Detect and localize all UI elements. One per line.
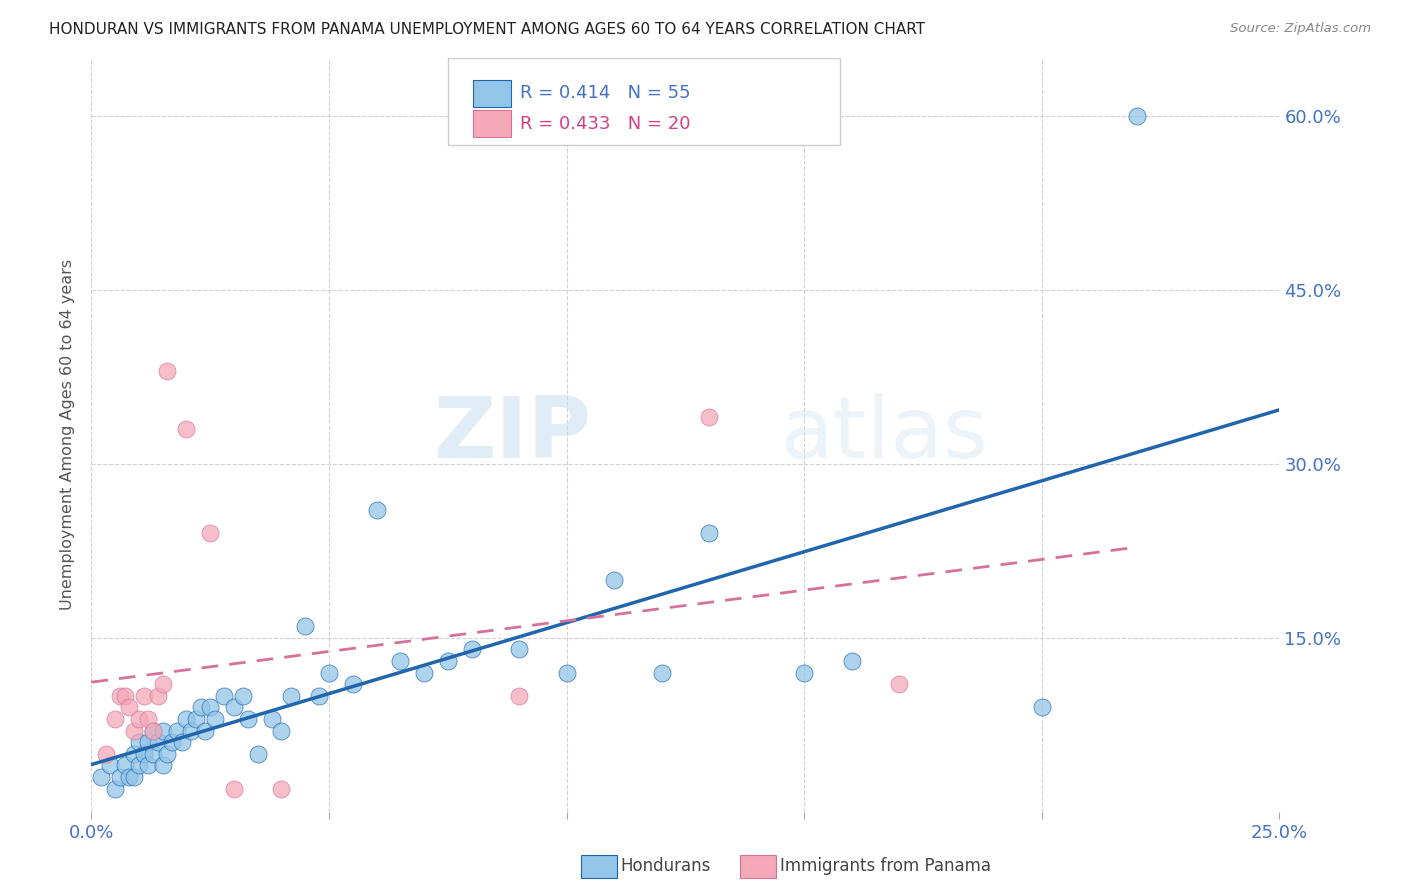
Point xyxy=(280,689,302,703)
Point xyxy=(142,747,165,761)
Point xyxy=(184,712,207,726)
Point xyxy=(697,410,720,425)
Point xyxy=(200,700,222,714)
Point xyxy=(555,665,578,680)
Text: atlas: atlas xyxy=(780,393,988,476)
Point xyxy=(232,689,254,703)
Point xyxy=(104,781,127,796)
Point xyxy=(246,747,269,761)
Point xyxy=(508,642,530,657)
Point xyxy=(222,700,245,714)
Point xyxy=(194,723,217,738)
Point xyxy=(366,503,388,517)
Point xyxy=(104,712,127,726)
Point xyxy=(238,712,260,726)
Point xyxy=(460,642,482,657)
Point xyxy=(308,689,330,703)
Point xyxy=(603,573,626,587)
Point xyxy=(436,654,458,668)
Point xyxy=(118,700,141,714)
Text: R = 0.414   N = 55: R = 0.414 N = 55 xyxy=(520,85,690,103)
Point xyxy=(152,677,174,691)
Point xyxy=(318,665,340,680)
Point xyxy=(152,723,174,738)
Point xyxy=(793,665,815,680)
Point xyxy=(114,689,136,703)
Point xyxy=(200,526,222,541)
Point xyxy=(389,654,412,668)
Point xyxy=(108,770,131,784)
Point xyxy=(122,770,145,784)
Point xyxy=(342,677,364,691)
Point xyxy=(156,747,179,761)
Point xyxy=(90,770,112,784)
Point xyxy=(413,665,436,680)
FancyBboxPatch shape xyxy=(447,58,839,145)
Point xyxy=(132,689,155,703)
Point xyxy=(118,770,141,784)
Point xyxy=(270,781,292,796)
Text: ZIP: ZIP xyxy=(433,393,591,476)
Point xyxy=(114,758,136,772)
Text: Source: ZipAtlas.com: Source: ZipAtlas.com xyxy=(1230,22,1371,36)
Point xyxy=(128,758,150,772)
Point xyxy=(152,758,174,772)
Point xyxy=(260,712,283,726)
Text: Immigrants from Panama: Immigrants from Panama xyxy=(780,857,991,875)
Point xyxy=(100,758,122,772)
Point xyxy=(176,712,198,726)
Text: R = 0.433   N = 20: R = 0.433 N = 20 xyxy=(520,114,690,133)
Point xyxy=(841,654,863,668)
Point xyxy=(94,747,117,761)
Point xyxy=(176,422,198,436)
Y-axis label: Unemployment Among Ages 60 to 64 years: Unemployment Among Ages 60 to 64 years xyxy=(60,260,76,610)
Text: Hondurans: Hondurans xyxy=(620,857,710,875)
Point xyxy=(889,677,911,691)
Point xyxy=(294,619,316,633)
Text: HONDURAN VS IMMIGRANTS FROM PANAMA UNEMPLOYMENT AMONG AGES 60 TO 64 YEARS CORREL: HONDURAN VS IMMIGRANTS FROM PANAMA UNEMP… xyxy=(49,22,925,37)
Point xyxy=(651,665,673,680)
Point xyxy=(142,723,165,738)
Point xyxy=(170,735,193,749)
Point xyxy=(138,735,160,749)
Point xyxy=(1031,700,1053,714)
Point xyxy=(508,689,530,703)
Point xyxy=(166,723,188,738)
FancyBboxPatch shape xyxy=(472,110,510,137)
Point xyxy=(128,735,150,749)
Point xyxy=(128,712,150,726)
Point xyxy=(204,712,226,726)
Point xyxy=(122,723,145,738)
Point xyxy=(222,781,245,796)
Point xyxy=(108,689,131,703)
Point xyxy=(214,689,236,703)
Point xyxy=(146,735,169,749)
Point xyxy=(142,723,165,738)
Point xyxy=(190,700,212,714)
Point xyxy=(697,526,720,541)
Point xyxy=(160,735,183,749)
Point xyxy=(138,758,160,772)
FancyBboxPatch shape xyxy=(472,80,510,107)
Point xyxy=(156,364,179,378)
Point xyxy=(122,747,145,761)
Point xyxy=(146,689,169,703)
Point xyxy=(1126,109,1149,123)
Point xyxy=(180,723,202,738)
Point xyxy=(270,723,292,738)
Point xyxy=(138,712,160,726)
Point xyxy=(132,747,155,761)
